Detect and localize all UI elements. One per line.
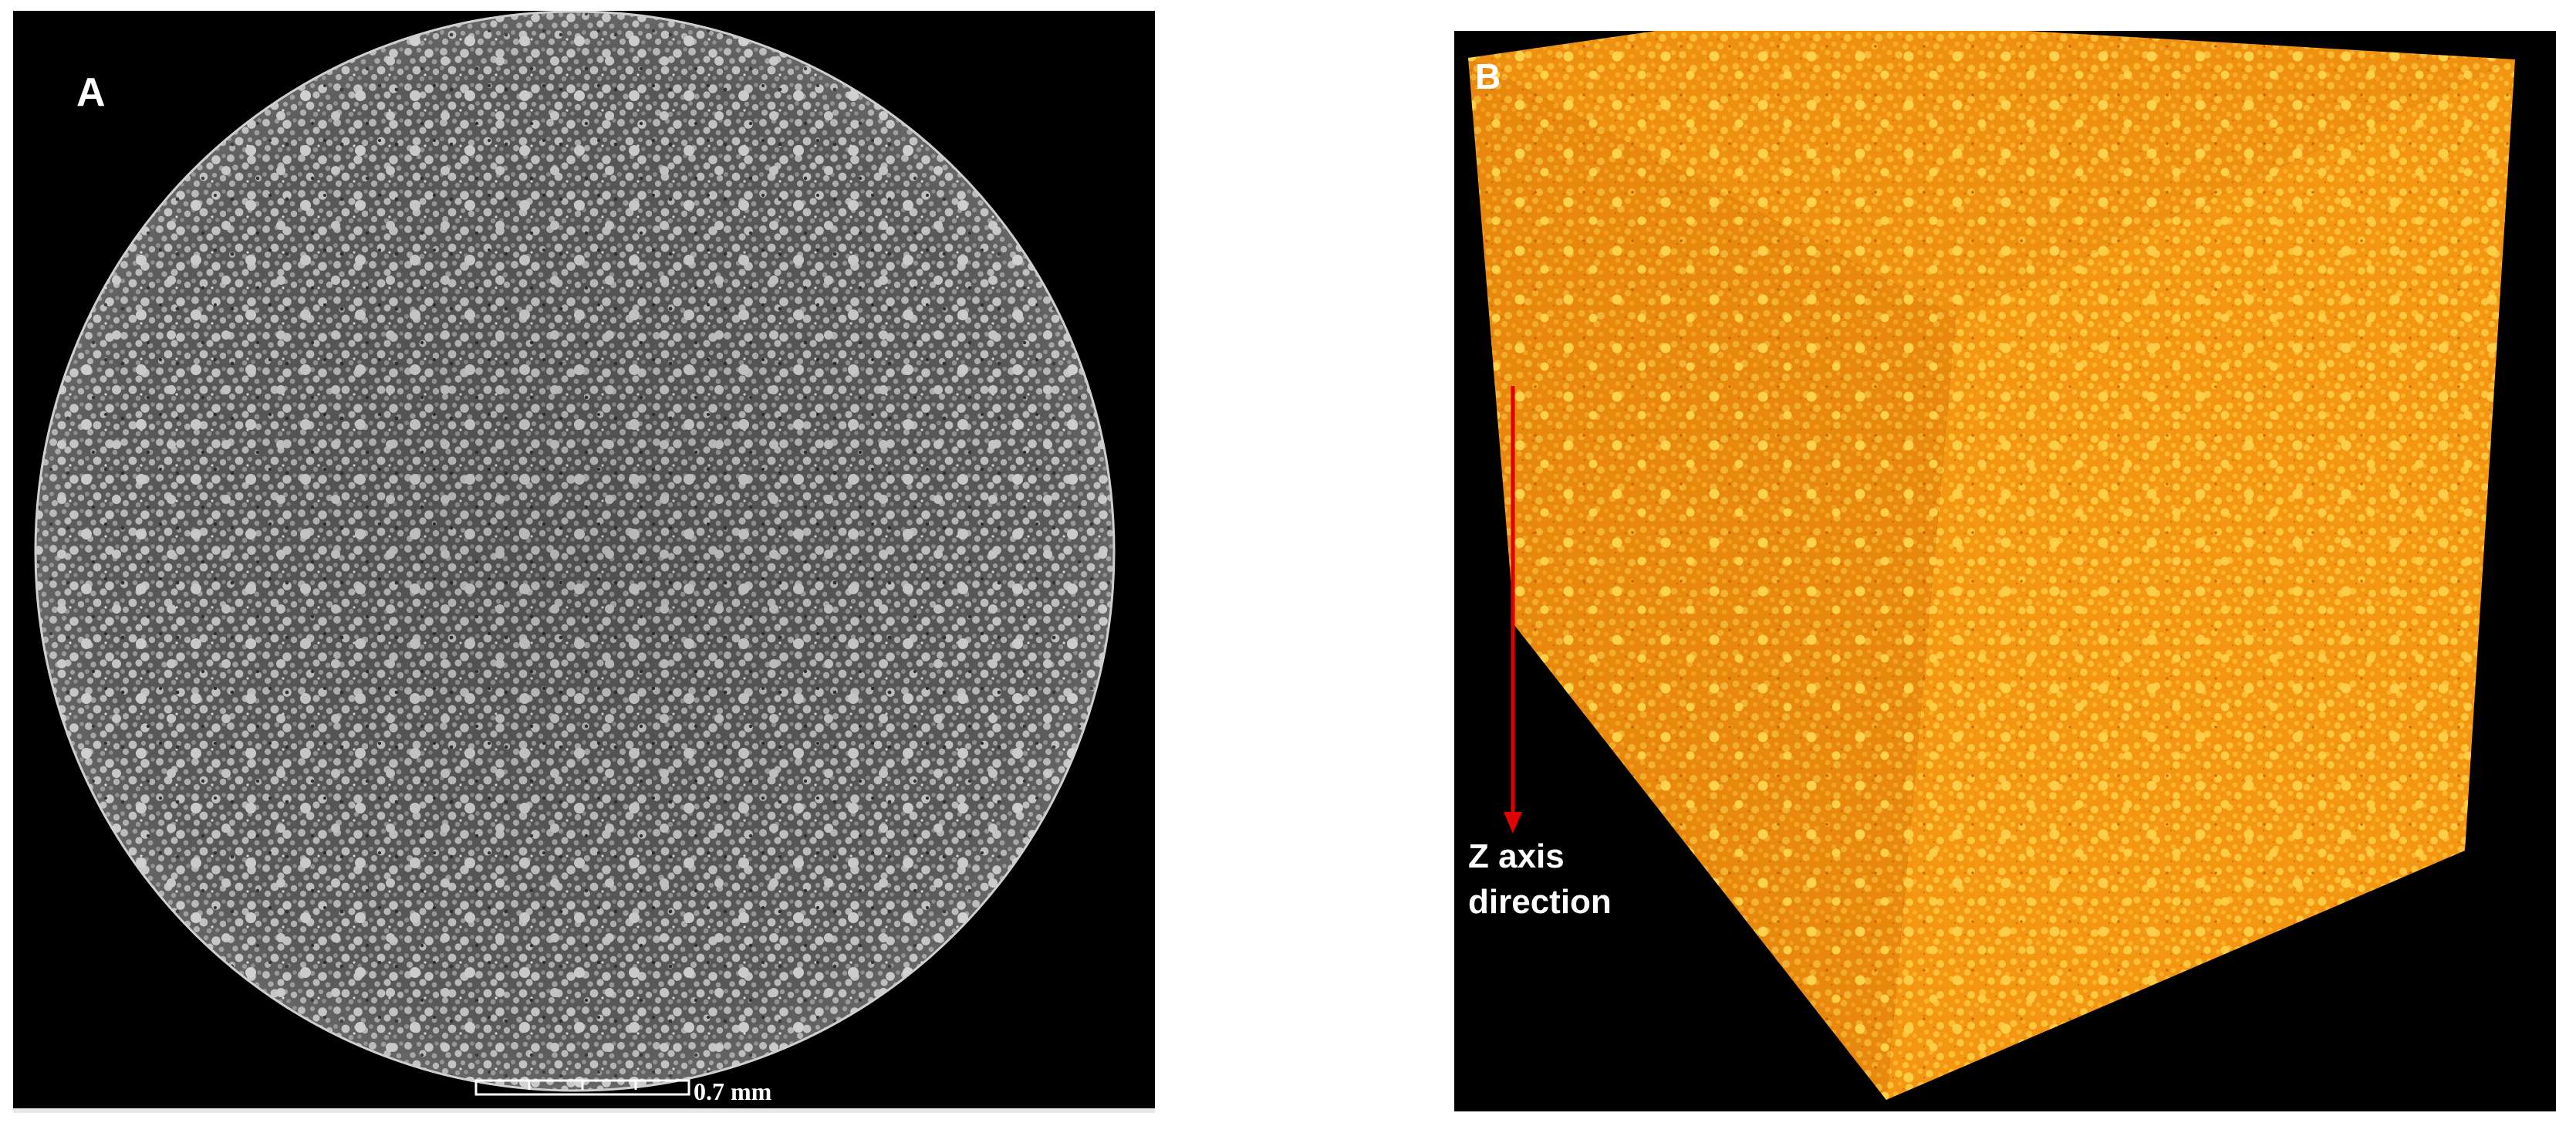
volume-render-image	[1468, 31, 2515, 1100]
scale-bar	[474, 1079, 690, 1096]
z-axis-arrow	[1504, 386, 1522, 834]
cube-right-face-highlight	[1886, 59, 2515, 1100]
z-axis-label: Z axis direction	[1468, 834, 1612, 925]
panel-b-label: B	[1475, 56, 1501, 96]
cube-front-accent	[1468, 31, 2515, 1100]
ct-slice-image	[34, 11, 1116, 1096]
sample-disc-shading	[35, 11, 1115, 1091]
panel-a-label: A	[76, 70, 106, 115]
z-axis-label-line2: direction	[1468, 883, 1612, 922]
panel-a-ct-slice: A 0.7 mm	[13, 11, 1155, 1108]
sample-disc-rim	[34, 11, 1116, 1092]
panel-b-3d-volume: B Z axis direction	[1454, 31, 2556, 1111]
panel-a-bottom-strip	[13, 1108, 1155, 1113]
scale-bar-label: 0.7 mm	[694, 1077, 772, 1105]
z-axis-label-line1: Z axis	[1468, 837, 1565, 875]
